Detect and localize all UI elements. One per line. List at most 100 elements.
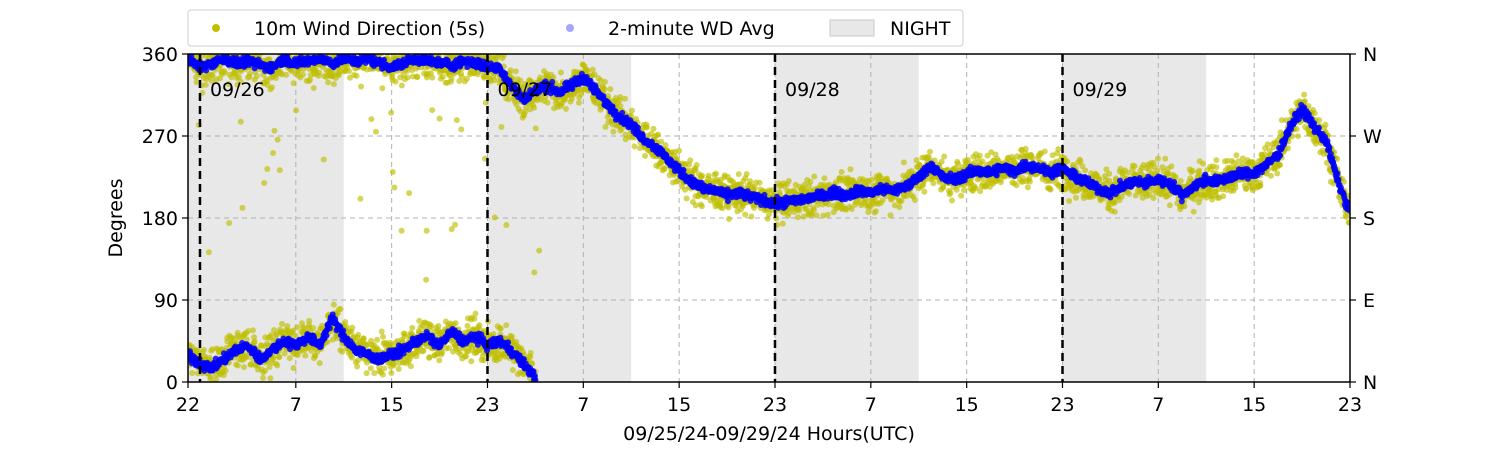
wd5s-point [1257,182,1264,189]
wd5s-point [359,47,365,53]
wd5s-point [428,323,435,330]
wd5s-point [269,84,276,91]
wd5s-point [266,56,273,63]
wd5s-point [462,353,469,360]
wd5s-point [513,338,520,345]
wd5s-point [491,214,498,221]
wd5s-point [274,136,281,143]
wd5s-point [249,327,256,334]
wd5s-point [522,382,528,388]
wd5s-point [307,76,314,83]
wd5s-point [337,306,344,313]
wd5s-point [1301,91,1308,98]
wd5s-point [237,118,244,125]
wd5s-point [1064,158,1071,165]
wd5s-point [325,79,332,86]
wd5s-point [1066,198,1073,205]
wd5s-point [416,317,423,324]
wd5s-point [509,366,516,373]
wd5s-point [1047,186,1054,193]
wd5s-point [316,69,323,76]
wd5s-point [372,128,379,135]
wd5s-point [601,78,608,85]
wd5s-point [947,189,954,196]
wd5s-point [794,214,801,221]
wd5s-point [188,47,194,53]
wd5s-point [785,178,792,185]
wd5s-point [259,374,266,381]
wd5s-point [423,276,430,283]
wd5s-point [527,349,534,356]
wd5s-point [310,325,317,332]
wd5s-point [698,203,705,210]
wd5s-point [503,322,510,329]
wd5s-point [468,358,475,365]
wd5s-point [339,47,345,53]
wd5s-point [391,184,398,191]
wd5s-point [463,75,470,82]
wd5s-point [544,99,551,106]
wd5s-point [290,365,297,372]
wd5s-point [617,102,624,109]
wd5s-point [392,78,399,85]
wd5s-point [725,215,732,222]
wd5s-point [525,382,531,388]
wd5s-point [872,208,879,215]
wd5s-point [346,68,353,75]
wd5s-point [1274,170,1281,177]
wd5s-point [380,333,387,340]
wd5s-point [497,325,504,332]
wd5s-point [429,74,436,81]
wd5s-point [309,48,315,54]
wd5s-point [522,108,529,115]
wd5s-point [209,72,216,79]
wd5s-point [380,54,382,55]
wd5s-point [342,319,349,326]
wd5s-point [360,335,367,342]
wd5s-point [395,365,402,372]
wd5s-point [439,73,446,80]
wd5s-point [409,324,416,331]
wd5s-point [643,124,650,131]
wd5s-point [414,74,421,81]
wd5s-point [1213,164,1220,171]
wd5s-point [1311,110,1318,117]
wd5s-point [1126,190,1133,197]
wd5s-point [354,363,361,370]
wd5s-point [436,357,443,364]
wd5s-point [244,354,251,361]
wd5s-point [485,48,491,54]
wd5s-point [911,197,918,204]
wd5s-point [403,68,410,75]
wd5s-point [251,338,258,345]
wd5s-point [368,116,375,123]
wd5s-point [200,346,207,353]
wd5s-point [355,331,362,338]
wd5s-point [811,173,818,180]
wd5s-point [536,247,543,254]
wd5s-point [1154,155,1161,162]
wd5s-point [1200,160,1207,167]
wd5s-point [1220,193,1227,200]
wd5s-point [245,327,252,334]
wd5s-point [1213,157,1220,164]
wd5s-point [926,148,933,155]
wd5s-point [512,68,519,75]
wd5s-point [353,72,360,79]
wd2m-point [323,332,330,339]
wd5s-point [550,74,557,81]
wd5s-point [958,192,965,199]
wd5s-point [1024,184,1031,191]
wd5s-point [1232,184,1239,191]
wd5s-point [642,152,649,159]
wd5s-point [472,310,479,317]
wd5s-point [1072,194,1079,201]
wd5s-point [253,73,260,80]
wd5s-point [354,357,361,364]
wd5s-point [930,180,937,187]
wd5s-point [270,149,277,156]
wd5s-point [264,166,271,173]
wd5s-point [687,157,694,164]
wd5s-point [531,269,538,276]
